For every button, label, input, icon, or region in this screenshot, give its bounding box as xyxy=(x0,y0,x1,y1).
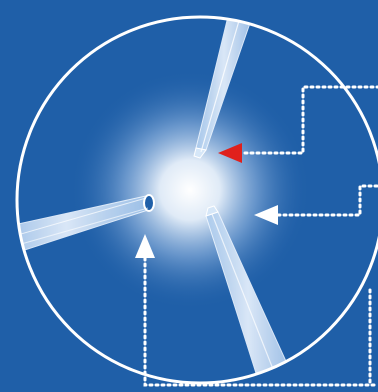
red-arrow-top xyxy=(218,143,242,163)
leader-lines xyxy=(143,85,378,387)
field-of-view-border xyxy=(15,15,378,385)
top-pipette xyxy=(193,17,259,159)
light-glow xyxy=(70,70,310,310)
white-arrow-right xyxy=(254,205,278,225)
field-of-view xyxy=(17,17,310,383)
leader-line-bottom xyxy=(143,256,378,387)
left-pipette xyxy=(17,194,155,259)
leader-line-top xyxy=(243,85,378,155)
white-arrow-bottom xyxy=(135,234,155,258)
bottom-right-pipette xyxy=(205,205,301,383)
leader-line-right xyxy=(276,184,378,217)
